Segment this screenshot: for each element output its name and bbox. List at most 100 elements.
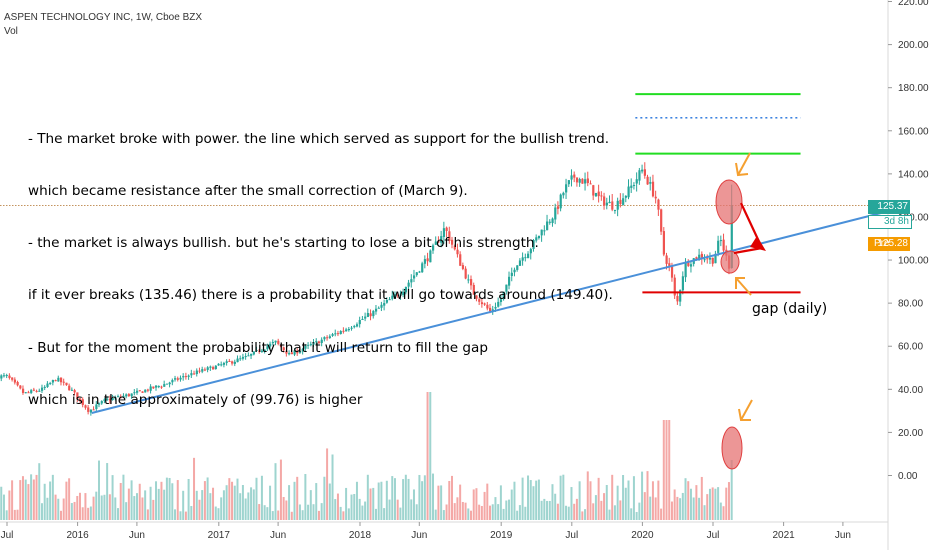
candle-body	[592, 185, 595, 196]
volume-bar	[508, 499, 511, 520]
volume-bar	[339, 506, 342, 520]
candle-body	[415, 272, 418, 276]
candle-body	[203, 369, 207, 371]
volume-bar	[288, 485, 291, 520]
candle-body	[421, 263, 424, 273]
candle-body	[627, 186, 630, 198]
volume-bar	[203, 481, 206, 520]
candle-body	[11, 377, 14, 380]
candle-body	[695, 257, 698, 260]
candle-body	[586, 178, 589, 184]
candle-body	[27, 392, 30, 394]
candle-body	[440, 236, 443, 243]
volume-bar	[679, 498, 682, 520]
candle-body	[355, 324, 359, 327]
note-line: - The market broke with power. the line …	[28, 130, 610, 147]
volume-bar	[556, 503, 559, 520]
volume-bar	[535, 480, 538, 520]
volume-bar	[296, 476, 299, 520]
candle-body	[179, 377, 182, 380]
pre-market-tag: Pre 125.28	[868, 237, 910, 251]
candle-body	[70, 389, 74, 391]
volume-bar	[97, 460, 100, 520]
volume-bar	[632, 476, 635, 520]
candle-body	[668, 263, 671, 267]
candle-body	[19, 385, 22, 389]
volume-bar	[445, 504, 448, 520]
candle-body	[377, 307, 380, 309]
candle-body	[190, 373, 193, 376]
candle-body	[301, 348, 304, 352]
volume-bar	[706, 494, 709, 520]
candle-body	[144, 389, 147, 393]
volume-bar	[149, 486, 152, 520]
y-tick-label: 120.00	[898, 212, 929, 223]
volume-bar	[73, 501, 76, 520]
candle-body	[174, 378, 177, 380]
candle-body	[543, 230, 546, 232]
volume-bar	[412, 489, 415, 520]
candle-body	[437, 241, 440, 243]
candle-body	[608, 201, 611, 204]
candle-body	[290, 352, 293, 355]
candle-body	[125, 394, 128, 397]
volume-bar	[40, 503, 43, 520]
volume-bar	[464, 502, 467, 520]
volume-bar	[638, 502, 641, 520]
candle-body	[59, 377, 63, 383]
volume-bar	[345, 487, 348, 520]
volume-bar	[0, 486, 3, 520]
bar-countdown: 3d 8h	[868, 215, 912, 229]
volume-bar	[285, 500, 288, 520]
orange-arrow-volume-head	[738, 408, 751, 421]
x-tick-label: 2017	[208, 530, 231, 541]
candle-body	[562, 192, 565, 196]
volume-bar	[244, 498, 247, 520]
volume-bar	[374, 508, 377, 520]
candle-body	[198, 370, 201, 372]
highlight-ellipse	[715, 179, 743, 225]
candle-body	[87, 407, 90, 412]
volume-bar	[578, 481, 581, 520]
volume-bar	[456, 497, 459, 520]
volume-bar	[603, 493, 606, 520]
candle-body	[546, 221, 549, 231]
candle-body	[263, 349, 266, 352]
volume-bar	[543, 498, 546, 520]
candle-body	[551, 218, 554, 224]
volume-bar	[271, 511, 274, 520]
candle-body	[89, 409, 93, 413]
volume-bar	[703, 505, 706, 520]
volume-bar	[320, 503, 323, 520]
note-line: if it ever breaks (135.46) there is a pr…	[28, 287, 613, 304]
candle-body	[309, 344, 312, 346]
candle-body	[510, 272, 513, 277]
candle-body	[92, 409, 95, 411]
x-tick-label: Jul	[1, 530, 14, 541]
volume-bar	[581, 511, 584, 520]
candle-body	[597, 191, 600, 197]
volume-bar	[450, 475, 453, 520]
volume-bar	[727, 482, 730, 520]
candle-body	[279, 344, 283, 348]
volume-bar	[377, 482, 380, 520]
volume-bar	[570, 487, 573, 520]
volume-bar	[217, 508, 220, 520]
candle-body	[442, 228, 446, 237]
candle-body	[277, 340, 280, 344]
volume-bar	[214, 506, 217, 520]
volume-bar	[136, 493, 139, 520]
y-tick-label: 220.00	[898, 0, 929, 8]
volume-bar	[719, 502, 722, 520]
volume-bar	[700, 476, 703, 520]
volume-bar	[698, 497, 701, 520]
volume-bar	[182, 490, 185, 520]
candle-body	[184, 376, 188, 378]
volume-bar	[668, 420, 671, 520]
volume-bar	[24, 479, 27, 520]
volume-bar	[461, 501, 464, 520]
volume-bar	[21, 476, 24, 520]
candle-body	[431, 245, 435, 251]
candle-body	[217, 363, 220, 366]
